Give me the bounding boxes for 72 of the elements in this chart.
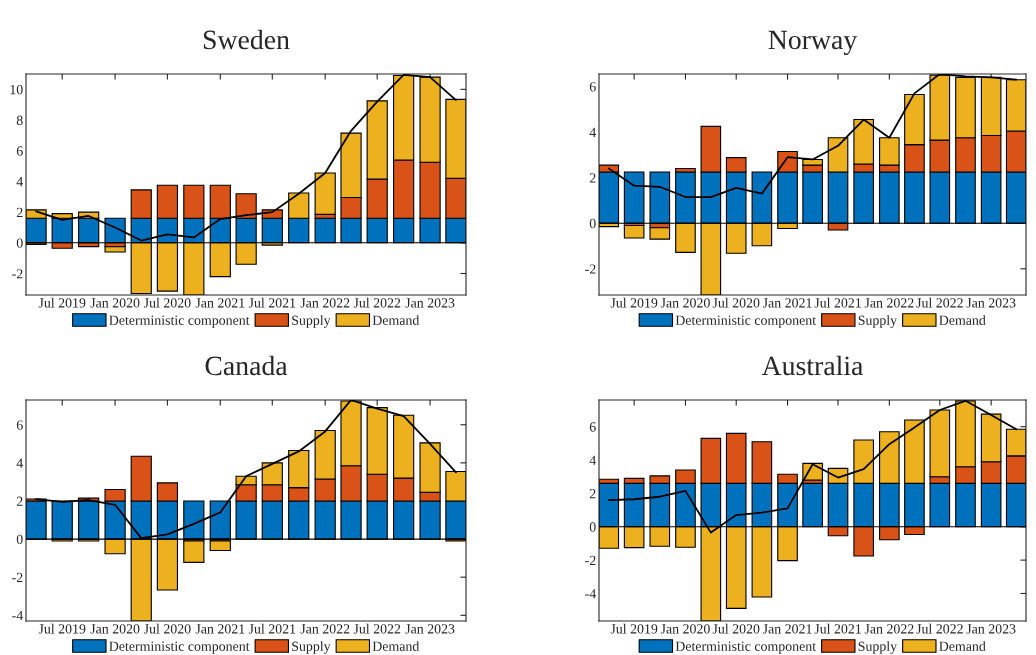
y-tick-label: 2	[16, 207, 23, 217]
x-tick-label: Jan 2021	[762, 298, 812, 308]
chart-title: Norway	[768, 30, 858, 55]
x-tick-label: Jan 2023	[966, 298, 1016, 308]
x-tick-label: Jul 2019	[38, 297, 86, 308]
x-tick-label: Jul 2022	[353, 297, 401, 308]
y-tick-label: 2	[589, 173, 596, 183]
y-tick-label: 6	[589, 422, 596, 432]
x-tick-label: Jul 2020	[712, 297, 760, 308]
y-tick-label: 0	[589, 522, 596, 532]
y-tick-label: -2	[12, 269, 23, 279]
y-tick-label: -2	[585, 555, 596, 565]
y-tick-label: 8	[16, 115, 23, 125]
y-tick-label: 0	[16, 534, 23, 545]
x-tick-label: Jul 2020	[143, 623, 191, 634]
x-tick-label: Jul 2019	[610, 297, 658, 308]
y-tick-label: -4	[585, 589, 597, 599]
x-tick-label: Jan 2020	[90, 624, 140, 634]
y-tick-label: 6	[16, 420, 23, 430]
x-tick-label: Jul 2022	[353, 623, 401, 634]
y-tick-label: -4	[12, 610, 24, 621]
legend-label: Deterministic component	[675, 641, 816, 654]
x-tick-label: Jan 2021	[195, 624, 245, 634]
x-tick-label: Jul 2019	[610, 623, 658, 634]
x-tick-label: Jul 2021	[248, 623, 296, 634]
x-tick-label: Jan 2023	[405, 298, 455, 308]
legend-label: Deterministic component	[109, 641, 250, 654]
x-tick-label: Jul 2020	[143, 297, 191, 308]
y-tick-label: 0	[16, 238, 23, 248]
legend-label: Deterministic component	[675, 315, 816, 328]
legend-label: Supply	[292, 641, 331, 654]
y-tick-label: 4	[16, 177, 24, 187]
legend-label: Deterministic component	[109, 315, 250, 328]
x-tick-label: Jan 2022	[864, 624, 914, 634]
x-tick-label: Jan 2022	[300, 298, 350, 308]
y-tick-label: 2	[16, 496, 23, 506]
y-tick-label: 4	[16, 458, 24, 468]
chart-title: Canada	[205, 355, 288, 376]
x-tick-label: Jan 2020	[660, 298, 710, 308]
y-tick-label: -2	[585, 264, 596, 274]
legend-label: Supply	[858, 315, 898, 328]
x-tick-label: Jul 2022	[916, 297, 963, 308]
chart-title: Australia	[761, 355, 864, 376]
y-tick-label: 4	[589, 455, 597, 465]
x-tick-label: Jul 2019	[38, 623, 86, 634]
legend-label: Demand	[372, 315, 420, 325]
legend-label: Supply	[858, 641, 898, 654]
x-tick-label: Jul 2022	[916, 623, 963, 634]
y-tick-label: 6	[16, 146, 23, 156]
y-tick-label: 0	[589, 218, 596, 229]
x-tick-label: Jan 2020	[90, 298, 140, 308]
x-tick-label: Jul 2021	[248, 297, 296, 308]
y-tick-label: 6	[589, 82, 596, 92]
x-tick-label: Jan 2023	[405, 624, 455, 634]
x-tick-label: Jan 2020	[660, 624, 710, 634]
legend-label: Demand	[939, 315, 986, 325]
x-tick-label: Jan 2023	[966, 624, 1016, 634]
x-tick-label: Jan 2022	[864, 298, 914, 308]
legend-label: Supply	[292, 315, 331, 328]
x-tick-label: Jan 2021	[762, 624, 812, 634]
x-tick-label: Jul 2021	[814, 623, 861, 634]
x-tick-label: Jan 2021	[195, 298, 245, 308]
legend-label: Demand	[372, 641, 420, 651]
legend-label: Demand	[939, 641, 986, 651]
x-tick-label: Jul 2021	[814, 297, 861, 308]
y-tick-label: 2	[589, 489, 596, 499]
x-tick-label: Jan 2022	[300, 624, 350, 634]
x-tick-label: Jul 2020	[712, 623, 760, 634]
y-tick-label: 4	[589, 127, 597, 137]
y-tick-label: 10	[10, 84, 23, 95]
y-tick-label: -2	[12, 572, 23, 582]
chart-title: Sweden	[203, 29, 290, 50]
